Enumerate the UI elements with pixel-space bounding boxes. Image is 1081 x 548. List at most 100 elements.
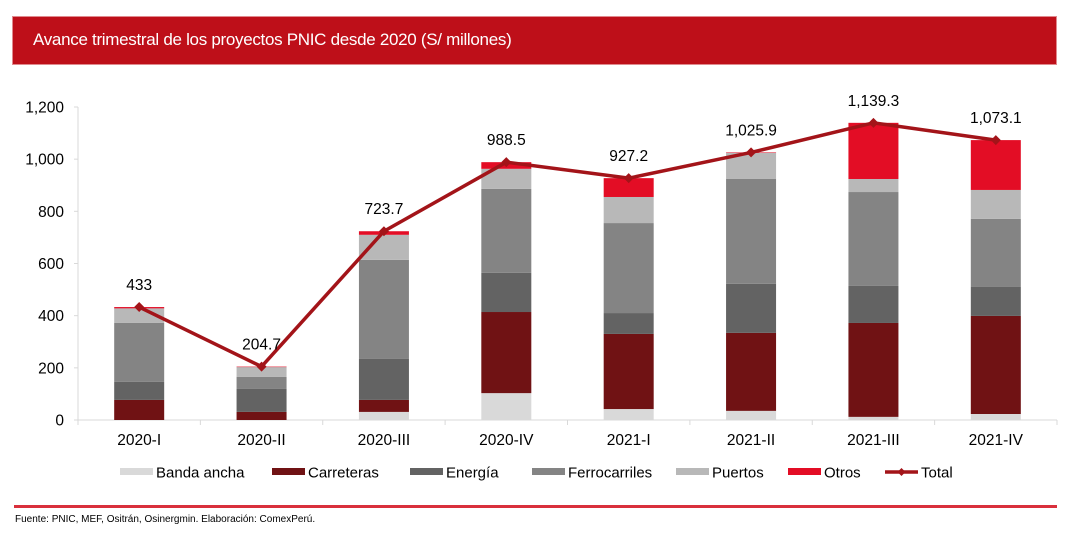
total-data-label: 1,073.1 [970,110,1022,127]
y-tick-label: 400 [38,308,64,325]
legend-item-banda-ancha: Banda ancha [120,465,245,482]
x-tick-label: 2021-II [727,432,775,449]
x-tick-label: 2020-II [237,432,285,449]
total-marker [256,361,267,372]
chart-title: Avance trimestral de los proyectos PNIC … [33,30,512,49]
bar-segment-carreteras [603,333,654,410]
total-data-label: 204.7 [242,337,281,354]
x-tick-label: 2021-III [847,432,900,449]
bar-segment-puertos [236,367,287,377]
bar-segment-puertos [358,234,409,260]
bar-segment-puertos [970,189,1021,219]
footer-divider [14,505,1057,508]
bar-segment-energía [848,285,899,323]
y-tick-label: 0 [55,413,64,430]
bar-segment-ferrocarriles [358,259,409,359]
chart-title-bar: Avance trimestral de los proyectos PNIC … [12,16,1057,65]
bar-segment-banda-ancha [970,414,1021,420]
legend-label: Total [921,465,953,482]
legend-item-ferrocarriles: Ferrocarriles [532,465,652,482]
total-marker [868,117,879,128]
bar-segment-banda-ancha [603,409,654,420]
x-tick-label: 2020-I [117,432,161,449]
y-tick-label: 800 [38,204,64,221]
bar-segment-otros [970,140,1021,190]
bar-segment-banda-ancha [481,393,532,420]
bar-segment-carreteras [726,332,777,411]
bar-segment-carreteras [358,399,409,412]
legend-item-total: Total [885,465,953,482]
bar-segment-banda-ancha [726,410,777,420]
bar-segment-puertos [603,196,654,224]
bar-segment-banda-ancha [848,416,899,420]
legend-item-puertos: Puertos [676,465,764,482]
total-line-path [138,121,997,369]
total-marker [501,157,512,168]
total-marker [134,302,145,313]
total-line [134,117,1001,372]
bar-segment-energía [726,283,777,333]
total-data-label: 1,025.9 [725,122,777,139]
bar-segment-banda-ancha [358,411,409,420]
total-data-label: 433 [126,277,152,294]
source-note: Fuente: PNIC, MEF, Ositrán, Osinergmin. … [15,514,316,525]
legend-swatch [676,468,709,475]
total-data-label: 723.7 [365,201,404,218]
bar-segment-carreteras [481,312,532,394]
bar-segment-otros [603,178,654,197]
legend: Banda ancha Carreteras Energía Ferrocarrile… [120,465,953,482]
bar-segment-energía [970,286,1021,316]
data-labels: 433 204.7 723.7 988.5 927.2 1,025.9 1,139.3 1,0… [126,93,1021,354]
legend-label: Carreteras [308,465,379,482]
bar-segment-energía [603,313,654,334]
total-data-label: 927.2 [609,148,648,165]
legend-label: Otros [824,465,861,482]
legend-item-otros: Otros [788,465,861,482]
bar-segment-ferrocarriles [481,188,532,273]
total-marker [623,173,634,184]
bar-segment-energía [114,381,165,400]
legend-label: Puertos [712,465,764,482]
total-data-label: 1,139.3 [848,93,900,110]
x-tick-label: 2020-III [358,432,411,449]
bar-segment-carreteras [114,399,165,420]
legend-swatch [788,468,821,475]
total-data-label: 988.5 [487,132,526,149]
bar-segment-ferrocarriles [114,322,165,382]
y-tick-label: 200 [38,360,64,377]
y-tick-label: 1,200 [25,100,64,117]
legend-swatch [272,468,305,475]
bar-segment-puertos [481,168,532,189]
legend-swatch [410,468,443,475]
bar-segment-carreteras [848,322,899,417]
x-tick-label: 2021-IV [969,432,1024,449]
legend-label: Ferrocarriles [568,465,652,482]
legend-swatch [120,468,153,475]
legend-swatch [532,468,565,475]
x-tick-label: 2020-IV [479,432,534,449]
legend-item-carreteras: Carreteras [272,465,379,482]
legend-marker [897,468,906,476]
y-tick-label: 1,000 [25,152,64,169]
axes: 0 200 400 600 800 1,000 1,200 2020-I 2020-II 2020… [25,100,1058,449]
bars [114,122,1021,420]
bar-segment-ferrocarriles [726,178,777,284]
legend-label: Banda ancha [156,465,245,482]
legend-label: Energía [446,465,499,482]
bar-segment-energía [236,388,287,412]
bar-segment-puertos [848,178,899,193]
bar-segment-ferrocarriles [848,192,899,286]
bar-segment-energía [358,358,409,400]
x-tick-label: 2021-I [607,432,651,449]
bar-segment-ferrocarriles [970,218,1021,287]
total-marker [746,147,757,158]
total-marker [378,226,389,237]
bar-segment-energía [481,272,532,313]
bar-segment-otros [848,122,899,179]
bar-segment-carreteras [236,411,287,420]
bar-segment-ferrocarriles [603,223,654,314]
total-marker [990,135,1001,146]
bar-segment-carreteras [970,315,1021,415]
y-tick-label: 600 [38,256,64,273]
